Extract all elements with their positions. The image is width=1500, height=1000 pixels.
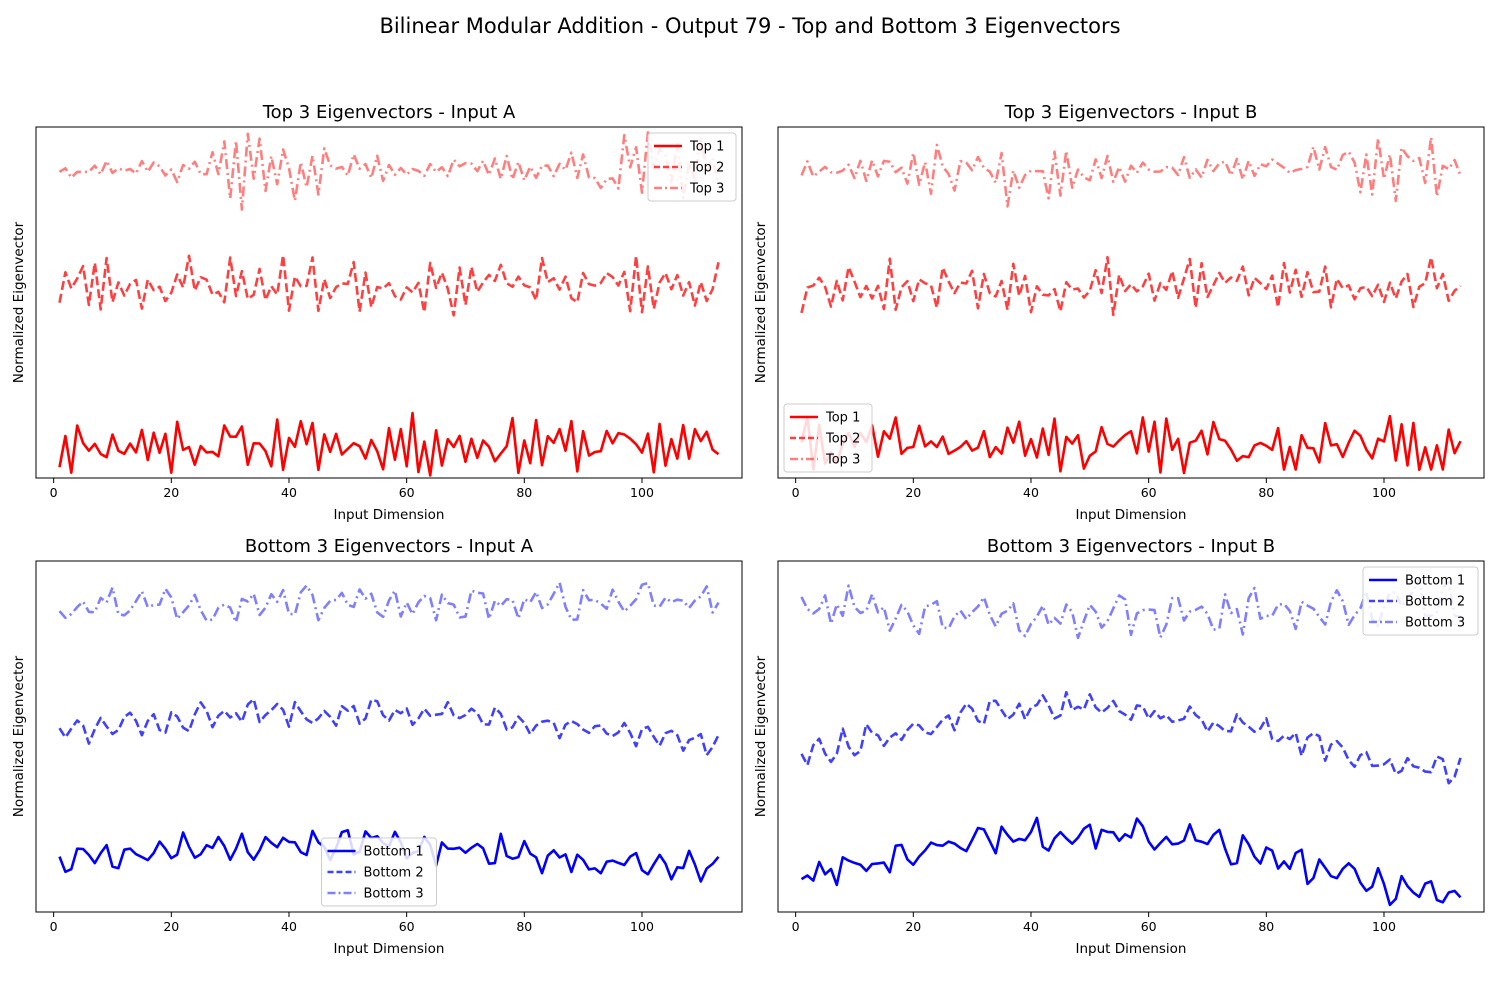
legend-label: Bottom 3 (1405, 616, 1465, 631)
y-axis-label: Normalized Eigenvector (11, 655, 27, 817)
series-line-2 (58, 253, 720, 317)
panel-title: Top 3 Eigenvectors - Input B (1004, 102, 1258, 123)
x-tick-label: 20 (163, 485, 179, 500)
series-line-3 (58, 131, 720, 211)
axes-frame (35, 126, 743, 479)
legend-label: Top 1 (825, 411, 860, 426)
x-tick-label: 60 (399, 919, 415, 934)
x-tick-label: 0 (792, 485, 800, 500)
x-tick-label: 0 (50, 485, 58, 500)
legend-label: Bottom 2 (364, 866, 424, 881)
x-tick-label: 0 (50, 919, 58, 934)
panel-title: Bottom 3 Eigenvectors - Input B (987, 536, 1275, 557)
x-tick-label: 60 (1141, 485, 1157, 500)
y-axis-label: Normalized Eigenvector (11, 221, 27, 383)
legend-label: Top 2 (689, 161, 724, 176)
legend-label: Top 3 (825, 453, 860, 468)
series-line-1 (58, 411, 720, 477)
legend-label: Bottom 1 (1405, 574, 1465, 589)
series-lines (800, 577, 1462, 907)
x-tick-label: 40 (1023, 919, 1039, 934)
x-tick-label: 80 (516, 919, 532, 934)
legend-label: Bottom 3 (364, 887, 424, 902)
series-line-2 (800, 255, 1462, 317)
legend-box (1362, 566, 1479, 636)
legend-box (647, 132, 737, 202)
chart-panel-3: 0 20 40 60 80 100 Bottom 3 Eigenvectors - Inpu… (11, 536, 743, 957)
panel-title: Top 3 Eigenvectors - Input A (262, 102, 516, 123)
legend-box (321, 837, 437, 907)
legend-label: Top 2 (825, 432, 860, 447)
x-axis-label: Input Dimension (1075, 941, 1186, 957)
legend-label: Bottom 1 (364, 845, 424, 860)
x-tick-label: 80 (1258, 485, 1274, 500)
series-lines (800, 135, 1462, 475)
series-line-3 (800, 577, 1461, 640)
legend-label: Top 1 (689, 140, 724, 155)
series-line-2 (800, 690, 1462, 785)
legend: Top 1 Top 2 Top 3 (647, 132, 737, 202)
legend-box (783, 403, 873, 473)
series-lines (58, 131, 720, 477)
axes-frame (777, 126, 1485, 479)
legend: Bottom 1 Bottom 2 Bottom 3 (1362, 566, 1479, 636)
x-tick-label: 40 (281, 485, 297, 500)
x-axis-label: Input Dimension (333, 507, 444, 523)
x-tick-label: 100 (1372, 919, 1396, 934)
x-axis-label: Input Dimension (1075, 507, 1186, 523)
x-tick-label: 100 (1372, 485, 1396, 500)
chart-panel-2: 0 20 40 60 80 100 Top 3 Eigenvectors - Input B… (753, 102, 1485, 523)
legend: Top 1 Top 2 Top 3 (783, 403, 873, 473)
legend: Bottom 1 Bottom 2 Bottom 3 (321, 837, 437, 907)
x-tick-label: 20 (905, 485, 921, 500)
x-tick-label: 20 (905, 919, 921, 934)
x-tick-label: 80 (1258, 919, 1274, 934)
x-tick-label: 0 (792, 919, 800, 934)
series-line-1 (800, 414, 1462, 475)
x-tick-label: 40 (281, 919, 297, 934)
chart-panel-1: 0 20 40 60 80 100 Top 3 Eigenvectors - Input A… (11, 102, 743, 523)
y-axis-label: Normalized Eigenvector (753, 221, 769, 383)
x-tick-label: 80 (516, 485, 532, 500)
series-line-3 (58, 581, 720, 624)
series-line-1 (800, 816, 1462, 907)
series-line-3 (800, 135, 1462, 208)
chart-panel-4: 0 20 40 60 80 100 Bottom 3 Eigenvectors - Inpu… (753, 536, 1485, 957)
legend-label: Top 3 (689, 182, 724, 197)
x-tick-label: 100 (630, 919, 654, 934)
x-axis-label: Input Dimension (333, 941, 444, 957)
figure-title: Bilinear Modular Addition - Output 79 - … (379, 14, 1121, 38)
x-tick-label: 40 (1023, 485, 1039, 500)
x-tick-label: 20 (163, 919, 179, 934)
x-tick-label: 60 (1141, 919, 1157, 934)
legend-label: Bottom 2 (1405, 595, 1465, 610)
panel-title: Bottom 3 Eigenvectors - Input A (245, 536, 534, 557)
series-line-2 (58, 697, 720, 757)
x-tick-label: 60 (399, 485, 415, 500)
x-tick-label: 100 (630, 485, 654, 500)
y-axis-label: Normalized Eigenvector (753, 655, 769, 817)
